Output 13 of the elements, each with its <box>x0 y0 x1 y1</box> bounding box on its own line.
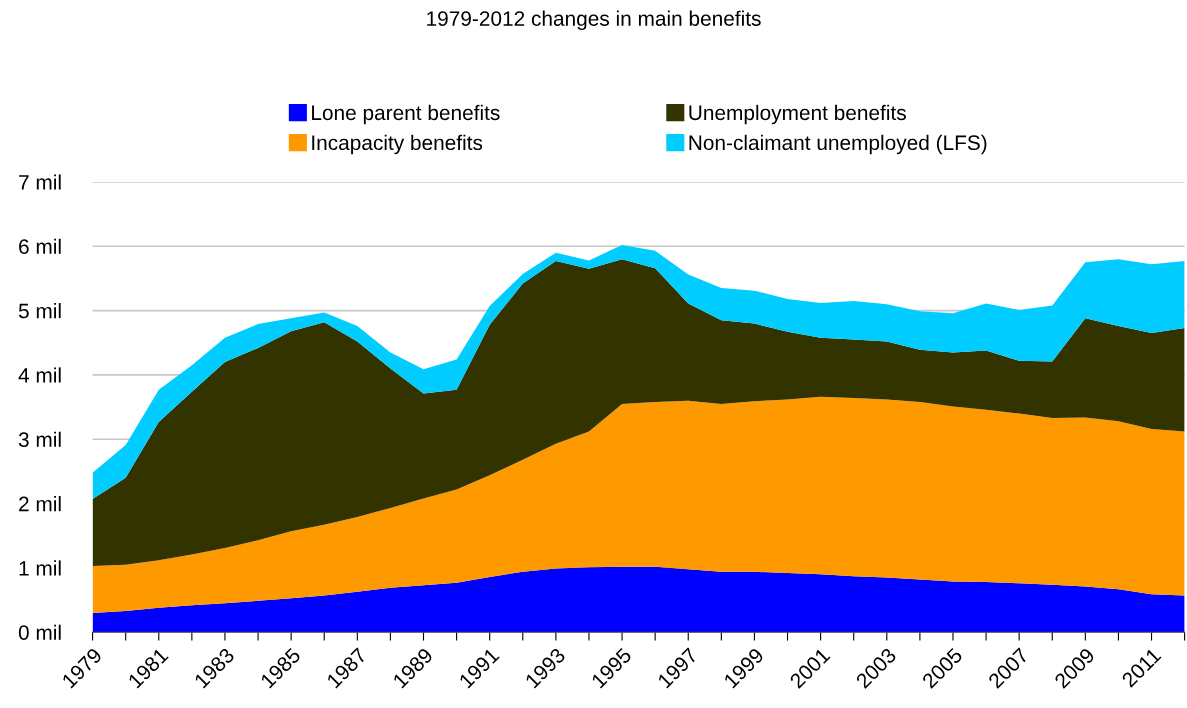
legend-label: Incapacity benefits <box>312 134 483 155</box>
y-tick-label: 0 mil <box>18 624 61 640</box>
legend-label: Non-claimant unemployed (LFS) <box>689 134 987 155</box>
legend-label: Lone parent benefits <box>312 104 500 125</box>
chart-title: 1979-2012 changes in main benefits <box>427 10 761 31</box>
legend-label: Unemployment benefits <box>689 104 906 125</box>
y-tick-label: 2 mil <box>19 496 61 512</box>
y-tick-label: 5 mil <box>18 303 61 319</box>
y-tick-label: 7 mil <box>19 174 61 190</box>
y-tick-label: 3 mil <box>18 431 61 448</box>
y-tick-label: 6 mil <box>19 238 61 255</box>
y-tick-label: 1 mil <box>19 560 61 576</box>
y-tick-label: 4 mil <box>18 367 61 383</box>
